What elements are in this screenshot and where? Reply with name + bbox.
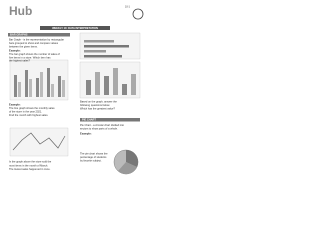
paragraph-line: Bar Graph - is the representation by rec… (9, 38, 64, 42)
paragraph-line: between the given items. (9, 44, 38, 48)
paragraph-line: The lowest sales happened in June. (9, 167, 51, 171)
paragraph-line: the highest sales? (9, 59, 30, 63)
paragraph-line: of the store in the year 2021. (9, 110, 42, 114)
example-label: Example: (80, 132, 92, 136)
paragraph-line: bars grouped to show and compare values (9, 41, 59, 45)
section-heading: PIE CHART (82, 118, 96, 122)
section-bar (8, 33, 70, 37)
example-label: Example: (9, 103, 21, 107)
example-label: Example: (9, 49, 21, 53)
paragraph-line: The pie chart shows the (80, 152, 108, 156)
page-code: 10-1 (125, 6, 130, 9)
section-bar (80, 118, 140, 122)
paragraph-line: percentage of students (80, 155, 107, 159)
paragraph-line: five items in a store. Which item has (9, 55, 51, 59)
paragraph-line: Which has the greatest value? (80, 106, 115, 110)
paragraph-line: The bar graph shows the number of sales … (9, 52, 60, 56)
section-heading: BAR GRAPHS (10, 33, 28, 37)
chart-image (79, 32, 141, 60)
paragraph-line: most items in the month of March. (9, 163, 48, 167)
paragraph-line: Pie Chart - a circular chart divided int… (80, 123, 125, 127)
chart-image (9, 59, 69, 101)
pie-image (113, 149, 139, 175)
paragraph-line: Find the month with highest sales. (9, 113, 48, 117)
paragraph-line: The line graph shows the monthly sales (9, 106, 55, 110)
title: WEEKLY 10: DATA INTERPRETATION (52, 26, 98, 30)
paragraph-line: following questions below. (80, 103, 110, 107)
paragraph-line: sectors to show parts of a whole. (80, 127, 118, 131)
document: Hub 10-1 WEEKLY 10: DATA INTERPRETATION … (0, 0, 149, 198)
paragraph-line: by favorite subject. (80, 158, 102, 162)
chart-image (9, 127, 69, 157)
logo: Hub (9, 4, 32, 18)
seal (132, 8, 144, 20)
paragraph-line: In the graph above the store sold the (9, 160, 52, 164)
page: Hub 10-1 WEEKLY 10: DATA INTERPRETATION … (0, 0, 149, 198)
title-bar (40, 26, 110, 30)
paragraph-line: Based on the graph, answer the (80, 100, 117, 104)
chart-image (79, 61, 141, 99)
